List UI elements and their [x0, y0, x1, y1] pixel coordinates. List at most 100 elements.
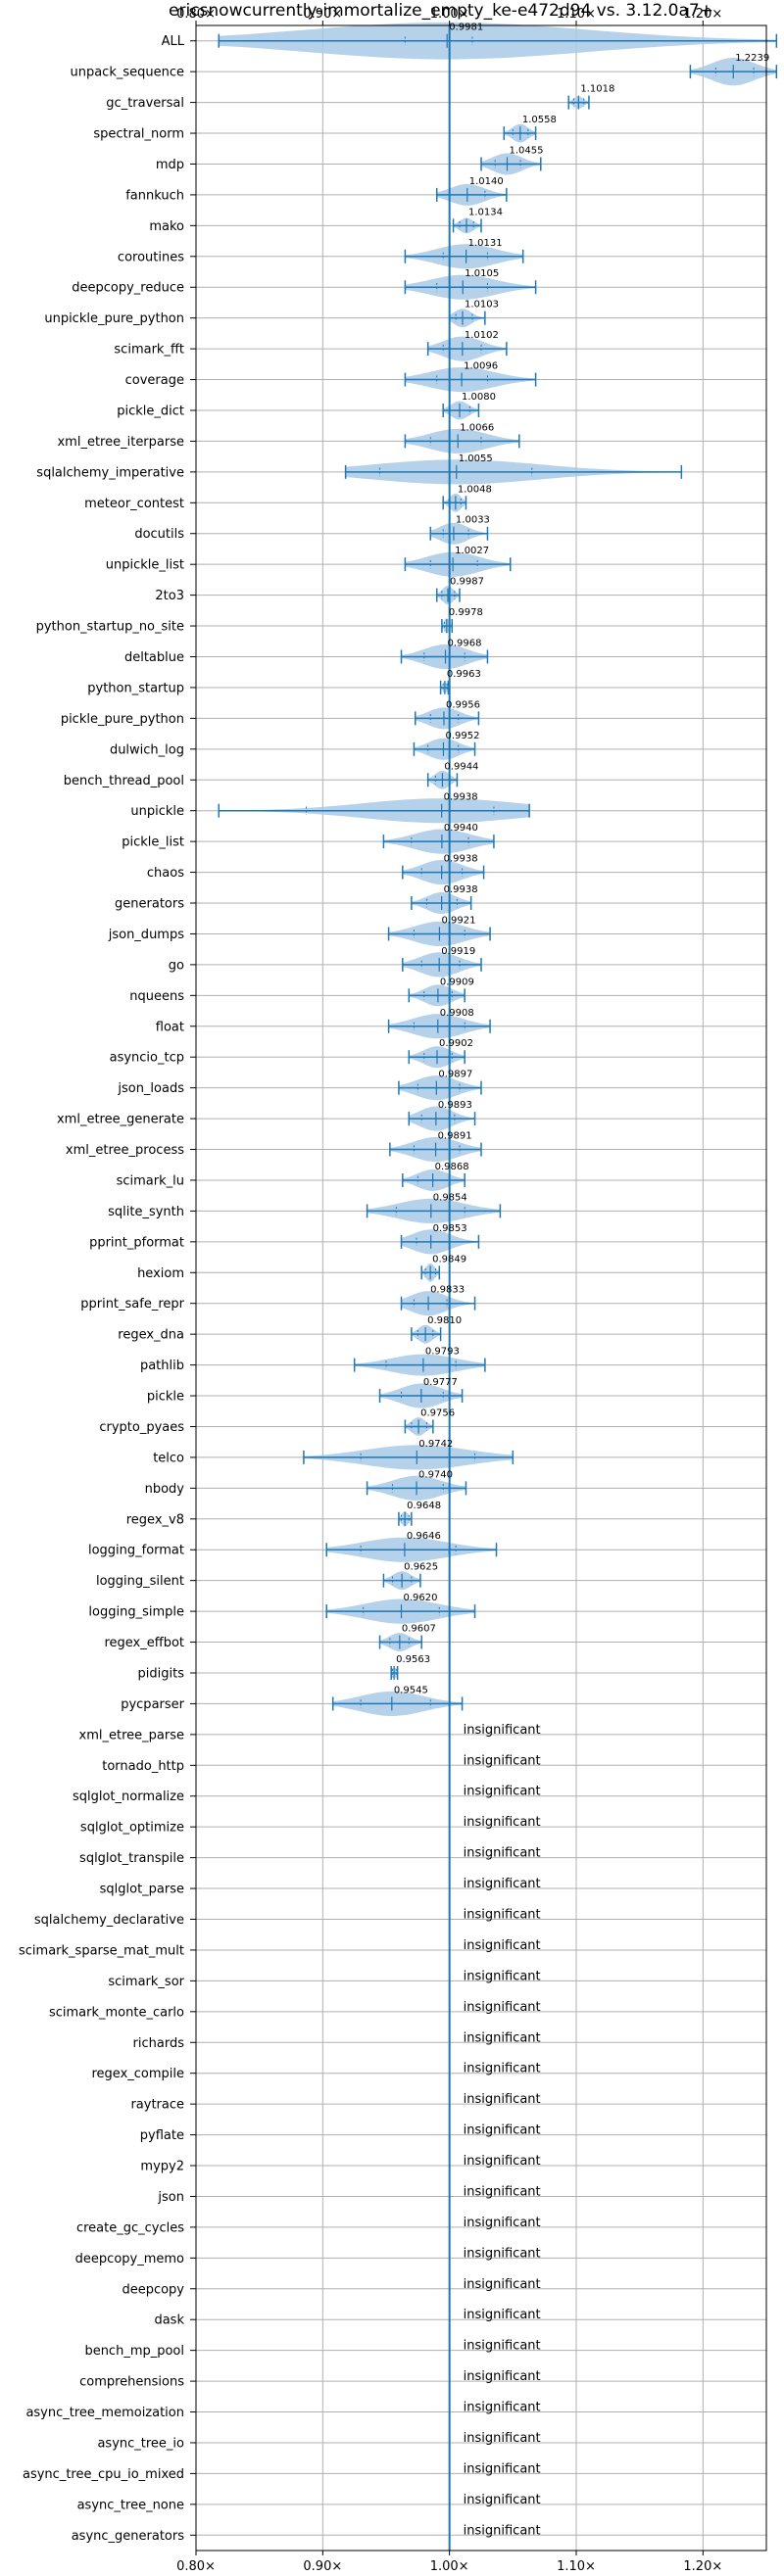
- category-label: mdp: [156, 158, 184, 172]
- median-label: 0.9545: [394, 1685, 428, 1695]
- category-label: spectral_norm: [93, 127, 184, 142]
- category-label: dulwich_log: [110, 742, 184, 757]
- median-label: 0.9854: [433, 1192, 467, 1203]
- category-label: pidigits: [138, 1666, 185, 1681]
- insignificant-label: insignificant: [464, 1846, 541, 1861]
- category-label: async_tree_none: [77, 2498, 184, 2512]
- median-label: 0.9868: [435, 1162, 469, 1172]
- median-label: 0.9648: [407, 1501, 441, 1511]
- median-label: 0.9833: [430, 1285, 465, 1296]
- insignificant-label: insignificant: [464, 2000, 541, 2015]
- category-label: pickle_list: [122, 835, 184, 850]
- median-label: 1.0558: [522, 115, 557, 125]
- category-label: asyncio_tcp: [110, 1051, 184, 1066]
- x-tick-label-top: 0.90×: [303, 7, 342, 22]
- category-label: pickle_dict: [117, 404, 184, 418]
- category-label: logging_simple: [88, 1605, 184, 1620]
- median-label: 1.0027: [455, 546, 489, 556]
- insignificant-label: insignificant: [464, 2339, 541, 2354]
- insignificant-label: insignificant: [464, 2277, 541, 2292]
- category-label: json: [157, 2190, 184, 2205]
- median-label: 0.9777: [423, 1377, 458, 1388]
- category-label: regex_dna: [118, 1328, 184, 1343]
- median-labels: 0.9981 1.2239 1.1018 1.0558 1.0455 1.0140 1.01…: [394, 23, 769, 2539]
- x-tick-label-top: 1.00×: [430, 7, 469, 22]
- category-label: richards: [133, 2036, 185, 2051]
- median-label: 0.9810: [427, 1315, 462, 1326]
- median-label: 1.0096: [464, 361, 498, 372]
- category-label: deepcopy: [122, 2282, 184, 2297]
- category-label: deepcopy_memo: [75, 2252, 184, 2266]
- category-label: python_startup: [87, 681, 184, 695]
- median-label: 0.9893: [438, 1100, 472, 1111]
- category-label: go: [169, 958, 184, 973]
- x-tick-label-top: 1.10×: [557, 7, 596, 22]
- median-label: 0.9620: [404, 1593, 438, 1603]
- median-label: 0.9849: [432, 1254, 466, 1264]
- median-label: 1.0103: [465, 300, 499, 310]
- insignificant-label: insignificant: [464, 2246, 541, 2261]
- insignificant-label: insignificant: [464, 1938, 541, 1953]
- median-label: 1.0131: [468, 238, 503, 249]
- median-label: 0.9853: [433, 1223, 467, 1234]
- insignificant-label: insignificant: [464, 2092, 541, 2107]
- median-label: 0.9921: [441, 915, 475, 926]
- category-label: scimark_fft: [114, 343, 184, 358]
- grid-lines: [195, 25, 766, 2551]
- category-label: xml_etree_parse: [79, 1728, 184, 1742]
- insignificant-label: insignificant: [464, 2123, 541, 2138]
- insignificant-label: insignificant: [464, 1753, 541, 1768]
- median-label: 0.9944: [444, 761, 478, 772]
- category-label: meteor_contest: [84, 497, 184, 511]
- category-label: hexiom: [137, 1266, 184, 1281]
- insignificant-label: insignificant: [464, 2401, 541, 2415]
- category-label: async_generators: [72, 2529, 185, 2544]
- category-label: mypy2: [140, 2160, 184, 2174]
- category-label: sqlglot_optimize: [80, 1821, 184, 1836]
- median-label: 0.9756: [420, 1407, 455, 1418]
- category-label: json_loads: [117, 1081, 184, 1096]
- category-label: nbody: [145, 1482, 185, 1497]
- category-label: json_dumps: [108, 928, 184, 942]
- median-label: 1.0033: [456, 515, 490, 526]
- median-label: 0.9908: [440, 1008, 474, 1019]
- category-label: python_startup_no_site: [36, 620, 184, 635]
- median-label: 0.9891: [438, 1131, 472, 1142]
- category-label: coroutines: [118, 250, 184, 264]
- category-label: 2to3: [155, 589, 184, 603]
- category-label: mako: [149, 219, 184, 234]
- median-label: 0.9793: [425, 1347, 460, 1358]
- category-label: float: [156, 1020, 184, 1034]
- category-label: deepcopy_reduce: [72, 281, 184, 296]
- category-label: unpickle_pure_python: [44, 311, 184, 326]
- insignificant-label: insignificant: [464, 1877, 541, 1891]
- category-label: bench_thread_pool: [64, 774, 184, 788]
- category-label: xml_etree_generate: [57, 1113, 184, 1127]
- median-label: 0.9742: [418, 1439, 453, 1450]
- insignificant-label: insignificant: [464, 1969, 541, 1983]
- category-label: xml_etree_iterparse: [57, 435, 184, 450]
- median-label: 0.9956: [446, 699, 480, 710]
- category-label: logging_silent: [96, 1574, 184, 1589]
- insignificant-label: insignificant: [464, 2062, 541, 2076]
- median-label: 0.9625: [404, 1562, 438, 1573]
- median-label: 1.0105: [465, 268, 499, 279]
- category-label: telco: [153, 1451, 184, 1465]
- category-label: pickle: [147, 1390, 184, 1405]
- category-label: unpickle_list: [106, 558, 184, 573]
- category-label: ALL: [162, 34, 185, 49]
- category-label: chaos: [147, 866, 184, 881]
- median-label: 0.9938: [444, 854, 478, 865]
- median-label: 0.9963: [447, 669, 481, 680]
- median-label: 1.0102: [465, 330, 499, 341]
- category-label: pycparser: [121, 1697, 184, 1712]
- insignificant-label: insignificant: [464, 2493, 541, 2507]
- median-label: 1.0140: [469, 176, 504, 187]
- x-tick-label-bottom: 0.90×: [303, 2559, 342, 2574]
- category-label: sqlglot_transpile: [79, 1851, 184, 1866]
- x-tick-label-top: 0.80×: [176, 7, 216, 22]
- insignificant-label: insignificant: [464, 2154, 541, 2169]
- category-label: regex_effbot: [104, 1636, 184, 1650]
- median-label: 0.9978: [449, 607, 483, 618]
